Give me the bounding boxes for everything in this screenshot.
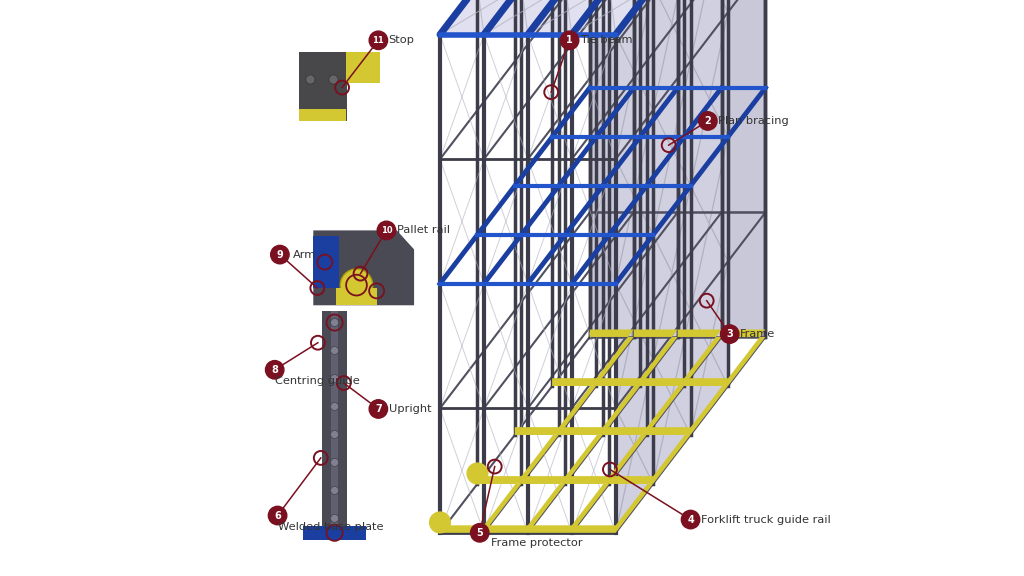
Text: 5: 5: [476, 528, 483, 538]
Circle shape: [270, 245, 289, 264]
Polygon shape: [596, 329, 678, 386]
Circle shape: [369, 400, 387, 418]
Circle shape: [721, 325, 739, 343]
Circle shape: [369, 31, 387, 50]
Text: Frame protector: Frame protector: [492, 537, 583, 548]
Circle shape: [471, 524, 489, 542]
Polygon shape: [678, 0, 722, 88]
Polygon shape: [634, 88, 678, 213]
Polygon shape: [559, 378, 640, 435]
Circle shape: [331, 486, 339, 494]
Text: Frame: Frame: [740, 329, 775, 339]
Polygon shape: [552, 329, 634, 386]
Text: 10: 10: [381, 226, 392, 235]
Polygon shape: [527, 476, 609, 533]
Text: 4: 4: [687, 514, 694, 525]
Polygon shape: [322, 311, 347, 530]
Text: 6: 6: [274, 510, 281, 521]
Circle shape: [268, 506, 287, 525]
Text: Tie beam: Tie beam: [580, 35, 633, 46]
Circle shape: [681, 510, 699, 529]
Polygon shape: [634, 0, 678, 88]
Polygon shape: [303, 526, 367, 540]
Polygon shape: [640, 329, 722, 386]
Polygon shape: [653, 0, 690, 110]
Polygon shape: [299, 108, 346, 121]
Circle shape: [331, 403, 339, 411]
Polygon shape: [565, 427, 646, 484]
Text: 3: 3: [726, 329, 733, 339]
Text: Upright: Upright: [389, 404, 431, 414]
Polygon shape: [484, 0, 565, 35]
Polygon shape: [331, 311, 338, 530]
Circle shape: [331, 319, 339, 327]
Text: Pallet rail: Pallet rail: [396, 225, 450, 236]
Polygon shape: [571, 0, 653, 35]
Polygon shape: [615, 359, 653, 533]
Text: 7: 7: [375, 404, 382, 414]
Polygon shape: [521, 427, 603, 484]
Polygon shape: [678, 213, 722, 337]
Circle shape: [340, 269, 373, 301]
Polygon shape: [515, 378, 596, 435]
Polygon shape: [653, 61, 690, 235]
Polygon shape: [590, 213, 634, 337]
Circle shape: [329, 75, 338, 84]
Polygon shape: [653, 185, 690, 359]
Polygon shape: [346, 52, 380, 83]
Polygon shape: [527, 0, 609, 35]
Polygon shape: [484, 476, 565, 533]
Polygon shape: [722, 88, 766, 213]
Text: Centring guide: Centring guide: [274, 376, 359, 386]
Text: Forklift truck guide rail: Forklift truck guide rail: [700, 514, 830, 525]
Polygon shape: [690, 137, 728, 310]
Text: Arm: Arm: [293, 249, 316, 260]
Polygon shape: [690, 0, 728, 61]
Text: 11: 11: [373, 36, 384, 45]
Polygon shape: [722, 213, 766, 337]
Polygon shape: [603, 378, 684, 435]
Polygon shape: [440, 476, 521, 533]
Polygon shape: [590, 0, 634, 88]
Polygon shape: [653, 310, 690, 484]
Circle shape: [265, 361, 284, 379]
Polygon shape: [590, 88, 634, 213]
Text: Stop: Stop: [389, 35, 415, 46]
Text: 8: 8: [271, 365, 279, 375]
Circle shape: [331, 430, 339, 438]
Circle shape: [560, 31, 579, 50]
Circle shape: [331, 514, 339, 522]
Circle shape: [430, 512, 451, 533]
Polygon shape: [336, 288, 377, 305]
Polygon shape: [571, 476, 653, 533]
Polygon shape: [678, 88, 722, 213]
Polygon shape: [615, 235, 653, 408]
Polygon shape: [615, 110, 653, 284]
Circle shape: [331, 347, 339, 355]
Text: 2: 2: [705, 116, 712, 126]
Polygon shape: [646, 378, 728, 435]
Polygon shape: [609, 427, 690, 484]
Polygon shape: [477, 427, 559, 484]
Text: Plan bracing: Plan bracing: [718, 116, 788, 126]
Polygon shape: [690, 262, 728, 435]
Circle shape: [377, 221, 395, 240]
Text: 1: 1: [566, 35, 573, 46]
Polygon shape: [722, 0, 766, 88]
Polygon shape: [313, 230, 414, 305]
Polygon shape: [634, 213, 678, 337]
Circle shape: [331, 374, 339, 382]
Text: Welded base plate: Welded base plate: [278, 522, 383, 532]
Circle shape: [467, 463, 487, 484]
Polygon shape: [684, 329, 766, 386]
Circle shape: [306, 75, 315, 84]
Text: 9: 9: [276, 249, 284, 260]
Polygon shape: [299, 52, 380, 121]
Circle shape: [698, 112, 717, 130]
Polygon shape: [690, 12, 728, 185]
Polygon shape: [313, 236, 339, 288]
Polygon shape: [615, 0, 653, 159]
Polygon shape: [440, 0, 521, 35]
Circle shape: [331, 458, 339, 467]
